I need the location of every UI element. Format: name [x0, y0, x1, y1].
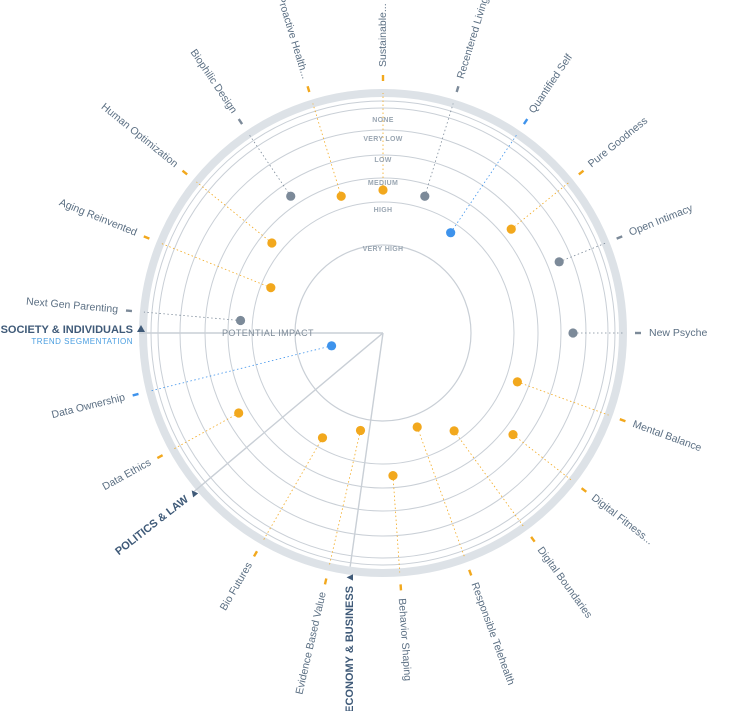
trend-label[interactable]: Quantified Self: [527, 52, 576, 116]
trend-leader-line: [312, 103, 342, 197]
trend-labels: New Psyche Open Intimacy Pure GoodnessQuan…: [26, 0, 708, 696]
trend-leader-line: [510, 181, 570, 230]
trend-tick: [455, 85, 460, 93]
trend-label[interactable]: Behavior Shaping: [396, 598, 414, 682]
trend-leader-line: [150, 345, 332, 392]
trend-dot[interactable]: [512, 377, 522, 387]
trend-label[interactable]: Pure Goodness: [586, 115, 650, 170]
trend-label[interactable]: Data Ethics: [100, 457, 153, 494]
trend-tick: [156, 454, 164, 460]
trend-dot[interactable]: [235, 315, 246, 326]
category-label: POLITICS & LAW ▲: [113, 485, 202, 558]
trend-tick: [306, 85, 311, 93]
trend-leader-line: [424, 103, 454, 197]
trend-dot[interactable]: [286, 191, 296, 201]
trend-dots: [234, 185, 578, 481]
impact-level-label: LOW: [374, 157, 391, 164]
impact-level-labels: NONE VERY LOW LOW MEDIUM HIGH VERY HIGH: [363, 117, 404, 253]
trend-dot[interactable]: [336, 191, 346, 201]
trend-dot[interactable]: [388, 471, 398, 481]
category-label: ECONOMY & BUSINESS ▲: [344, 572, 356, 711]
trend-dot[interactable]: [267, 238, 277, 248]
trend-tick: [143, 235, 150, 240]
trend-dot[interactable]: [446, 228, 456, 238]
trend-label[interactable]: New Psyche: [649, 327, 708, 339]
trend-leader-line: [559, 242, 606, 263]
sector-dividers: [139, 332, 384, 567]
trend-tick: [616, 235, 623, 240]
trend-leader-line: [392, 475, 401, 573]
sector-divider-line: [192, 332, 384, 493]
trend-label[interactable]: Human Optimization: [99, 101, 181, 170]
trend-label[interactable]: Responsible Telehealth: [469, 581, 517, 687]
trend-dot[interactable]: [378, 185, 388, 195]
trend-dot[interactable]: [355, 425, 366, 436]
trend-label[interactable]: Evidence Based Value: [294, 591, 329, 696]
trend-label[interactable]: Biophilic Design: [188, 47, 240, 116]
trend-ticks: [125, 75, 641, 591]
sector-divider-line: [349, 332, 384, 567]
trend-label[interactable]: Proactive Health...: [275, 0, 312, 80]
trend-dot[interactable]: [317, 433, 328, 443]
impact-level-label: VERY LOW: [363, 136, 402, 143]
trend-label[interactable]: Next Gen Parenting: [26, 296, 119, 316]
trend-dot[interactable]: [449, 426, 459, 436]
trend-label[interactable]: Sustainable...: [377, 3, 389, 67]
trend-label[interactable]: Open Intimacy: [627, 202, 695, 239]
trend-leader-line: [328, 430, 361, 567]
trend-leader-line: [450, 133, 518, 233]
trend-dot[interactable]: [326, 341, 337, 351]
trend-dot[interactable]: [508, 429, 518, 440]
trend-label[interactable]: Bio Futures: [218, 560, 255, 613]
trend-dot[interactable]: [420, 191, 430, 201]
trend-label[interactable]: Digital Boundaries: [535, 545, 595, 621]
trend-tick: [522, 118, 529, 125]
trend-tick: [323, 578, 328, 585]
trend-label[interactable]: Recentered Living: [455, 0, 491, 80]
trend-leader-line: [416, 426, 466, 559]
trend-label[interactable]: Aging Reinvented: [57, 197, 139, 239]
trend-leader-line: [143, 311, 241, 321]
trend-tick: [181, 169, 188, 176]
trend-dot[interactable]: [568, 328, 578, 338]
trend-label[interactable]: Mental Balance: [631, 418, 703, 454]
trend-leader-line: [196, 181, 273, 244]
impact-level-label: HIGH: [374, 207, 393, 214]
trend-leader-line: [262, 437, 323, 542]
trend-leader-line: [160, 242, 271, 289]
trend-dot[interactable]: [266, 283, 276, 293]
trend-tick: [468, 569, 473, 576]
trend-label[interactable]: Digital Fitness...: [589, 492, 655, 547]
trend-label[interactable]: Data Ownership: [50, 391, 126, 421]
impact-level-label: VERY HIGH: [363, 246, 404, 253]
trend-tick: [578, 169, 585, 176]
trend-segmentation-label: TREND SEGMENTATION: [31, 337, 133, 346]
trend-tick: [580, 487, 588, 493]
trend-dot[interactable]: [412, 422, 422, 432]
category-triangle-icon: [137, 325, 145, 332]
trend-leader-line: [172, 412, 239, 450]
impact-level-label: NONE: [372, 117, 393, 124]
trend-tick: [530, 536, 536, 543]
trend-tick: [619, 418, 626, 423]
trend-tick: [125, 309, 133, 313]
trend-dot[interactable]: [506, 224, 516, 234]
trend-tick: [132, 392, 139, 397]
trend-dot[interactable]: [234, 408, 244, 418]
trend-tick: [237, 118, 244, 125]
center-impact-label: POTENTIAL IMPACT: [222, 328, 314, 338]
trend-leader-lines: [143, 93, 623, 573]
trend-leader-line: [248, 133, 292, 197]
trend-tick: [252, 550, 259, 558]
trend-leader-line: [517, 381, 609, 416]
category-label: SOCIETY & INDIVIDUALS: [1, 324, 133, 336]
trend-leader-line: [512, 434, 573, 482]
trend-dot[interactable]: [554, 257, 564, 267]
impact-level-label: MEDIUM: [368, 180, 398, 187]
